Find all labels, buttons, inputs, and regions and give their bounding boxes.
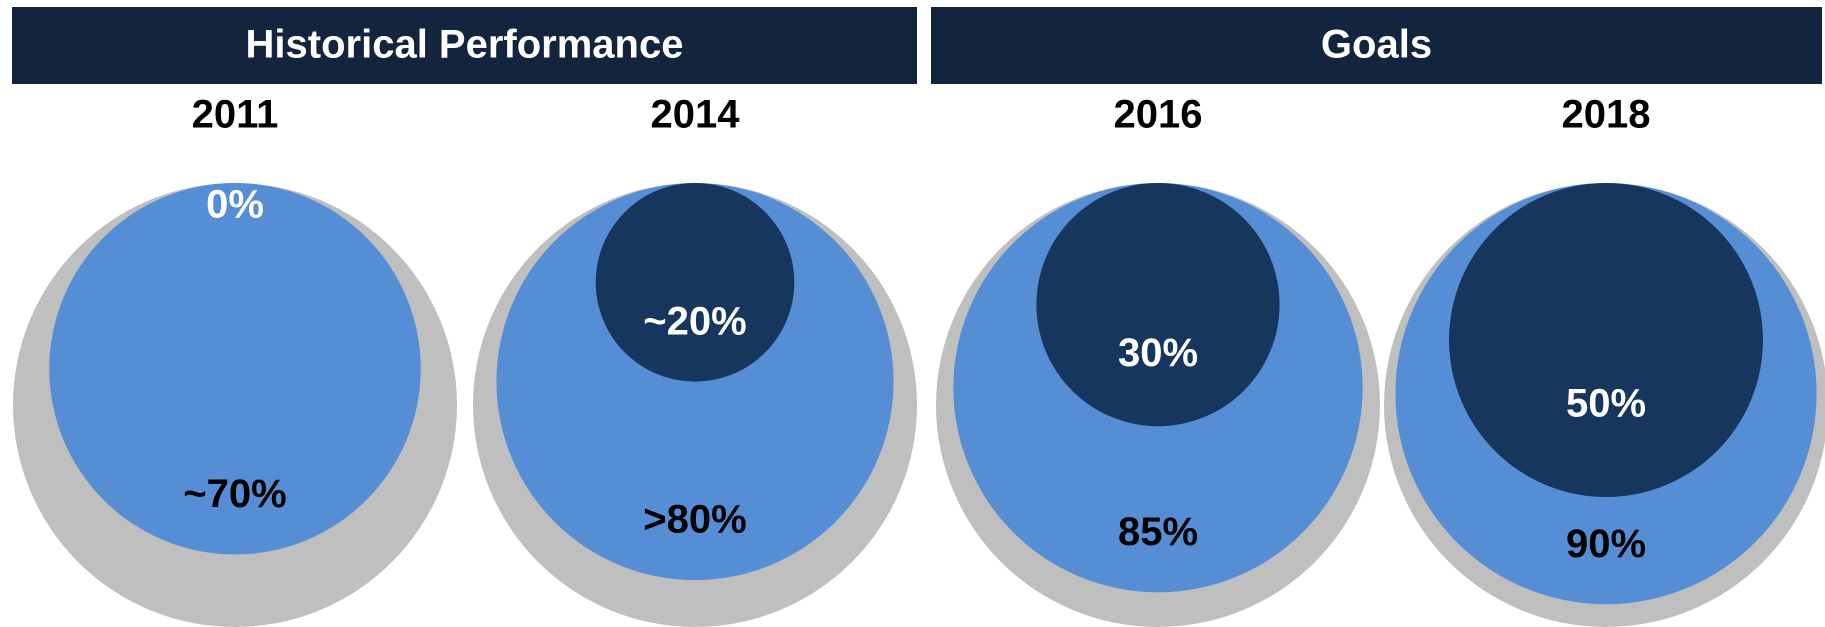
header-bar xyxy=(12,7,917,84)
value-label: ~70% xyxy=(183,472,286,516)
value-label: 50% xyxy=(1566,381,1646,425)
category-label: 2011 xyxy=(192,93,279,137)
value-label: 30% xyxy=(1118,331,1198,375)
header-bar xyxy=(931,7,1822,84)
category-label: 2018 xyxy=(1562,93,1651,137)
data-circle xyxy=(595,183,795,382)
header-title: Historical Performance xyxy=(246,23,684,67)
value-label: ~20% xyxy=(643,300,746,344)
data-circle xyxy=(1036,183,1280,427)
category-label: 2014 xyxy=(651,93,741,137)
value-label: >80% xyxy=(643,498,746,542)
value-label: 0% xyxy=(206,183,264,227)
value-label: 85% xyxy=(1118,510,1198,554)
data-circle xyxy=(1449,182,1763,497)
data-circle xyxy=(49,183,421,555)
header-title: Goals xyxy=(1321,23,1432,67)
category-label: 2016 xyxy=(1114,93,1203,137)
value-label: 90% xyxy=(1566,522,1646,566)
